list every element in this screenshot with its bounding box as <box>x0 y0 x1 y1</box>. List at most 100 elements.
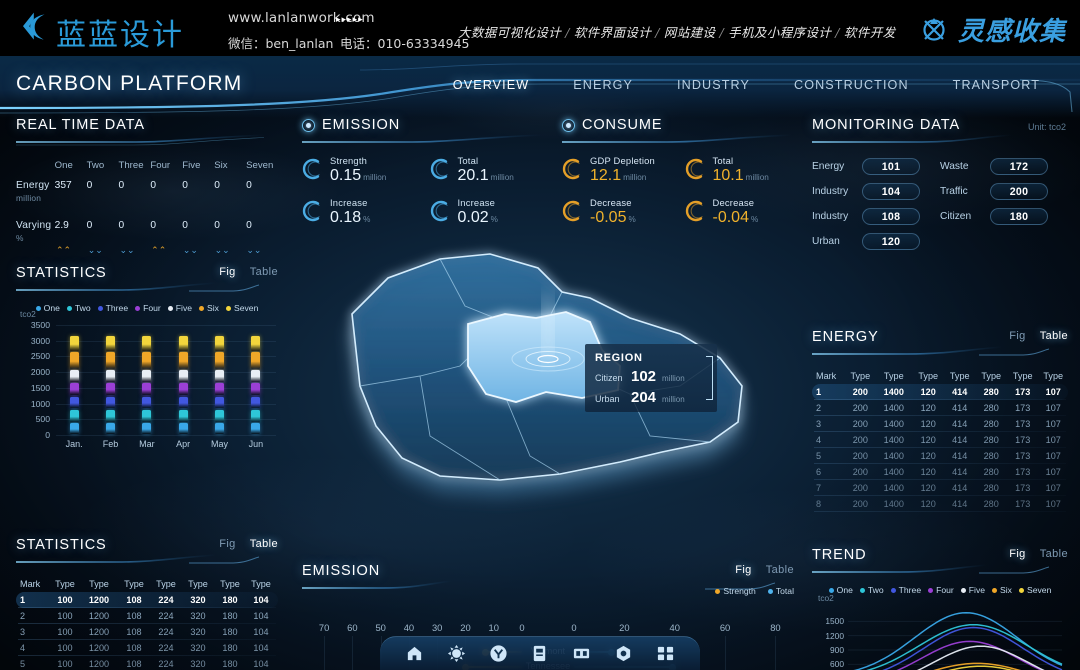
table-cell: 173 <box>1015 387 1031 397</box>
legend-item: Total <box>767 586 794 596</box>
target-icon[interactable] <box>489 644 508 663</box>
database-icon[interactable] <box>530 644 549 663</box>
statistics-legend: One Two Three Four Five Six Seven <box>16 303 278 313</box>
table-cell: 108 <box>126 627 142 637</box>
kpi-name: Total <box>712 155 734 166</box>
arrow-decor-icon: ▸▸▸▸▸ <box>336 14 364 24</box>
bar-segment-five <box>69 370 79 382</box>
legend-label: Three <box>898 585 922 595</box>
trend-down-icon: ⌄⌄ <box>214 245 230 255</box>
table-cell: 100 <box>57 627 73 637</box>
nav-item-overview[interactable]: OVERVIEW <box>452 78 530 92</box>
kpi-text: Decrease -0.04% <box>713 198 759 227</box>
bar-segment-two <box>142 409 152 422</box>
table-row[interactable]: 5 200 1400 120 414 280 173 107 <box>812 448 1068 464</box>
table-row[interactable]: 4 100 1200 108 224 320 180 104 <box>16 640 278 656</box>
nav-item-construction[interactable]: CONSTRUCTION <box>794 78 909 92</box>
table-row[interactable]: 8 200 1400 120 414 280 173 107 <box>812 496 1068 512</box>
settings-gear-icon[interactable] <box>447 644 466 663</box>
tab-table[interactable]: Table <box>1039 548 1068 560</box>
data-cell: 0 <box>118 220 125 231</box>
tab-fig[interactable]: Fig <box>735 564 752 576</box>
table-row[interactable]: 2 100 1200 108 224 320 180 104 <box>16 608 278 624</box>
kpi-value: 12.1 million <box>590 166 647 184</box>
brand-phone: 电话：010-63334945 <box>340 36 470 51</box>
tab-fig[interactable]: Fig <box>1009 548 1026 560</box>
table-row[interactable]: 4 200 1400 120 414 280 173 107 <box>812 432 1068 448</box>
table-cell: 1200 <box>88 643 110 653</box>
legend-dot <box>928 587 934 593</box>
table-row[interactable]: 3 200 1400 120 414 280 173 107 <box>812 416 1068 432</box>
legend-label: Six <box>1000 585 1012 595</box>
monitoring-col-left: Energy 101 Industry 104 Industry 108 Urban 120 <box>812 158 940 258</box>
column-header: Mark <box>20 579 41 589</box>
kpi-name: Increase <box>457 197 496 208</box>
table-row[interactable]: 7 200 1400 120 414 280 173 107 <box>812 480 1068 496</box>
home-icon[interactable] <box>405 644 424 663</box>
table-cell: 3 <box>816 419 822 429</box>
kpi-item: Total 10.1 million <box>685 156 808 185</box>
bar-column <box>106 336 115 435</box>
monitoring-row: Industry 108 <box>812 208 940 225</box>
nav-item-transport[interactable]: TRANSPORT <box>952 78 1040 92</box>
bar-segment-four <box>106 383 115 396</box>
statistics-table: Mark Type Type Type Type Type Type Type 1 100 1200… <box>16 576 278 670</box>
chart-icon[interactable] <box>572 644 591 663</box>
y-axis-tick: 500 <box>35 414 50 425</box>
service-item: 软件开发 <box>843 25 896 40</box>
hexagon-icon[interactable] <box>614 644 633 663</box>
bar-segment-three <box>142 396 152 409</box>
tooltip-unit: million <box>662 395 685 404</box>
legend-label: One <box>43 303 60 313</box>
trend-down-icon: ⌄⌄ <box>119 245 135 255</box>
table-cell: 2 <box>20 611 26 621</box>
tab-table[interactable]: Table <box>1039 330 1068 342</box>
tab-table[interactable]: Table <box>249 266 278 278</box>
title-underline-decor <box>16 554 216 563</box>
table-cell: 107 <box>1045 451 1061 461</box>
right-axis-tick: 60 <box>719 622 731 633</box>
column-header: Three <box>118 160 144 171</box>
bar-segment-three <box>251 396 261 409</box>
table-row[interactable]: 5 100 1200 108 224 320 180 104 <box>16 656 278 670</box>
tab-fig[interactable]: Fig <box>1009 330 1026 342</box>
table-row[interactable]: 2 200 1400 120 414 280 173 107 <box>812 400 1068 416</box>
table-row[interactable]: 3 100 1200 108 224 320 180 104 <box>16 624 278 640</box>
table-row[interactable]: 6 200 1400 120 414 280 173 107 <box>812 464 1068 480</box>
statistics-chart-title: STATISTICS <box>16 265 107 281</box>
nav-item-industry[interactable]: INDUSTRY <box>677 78 750 92</box>
monitoring-label: Traffic <box>940 186 968 197</box>
tab-fig[interactable]: Fig <box>219 266 236 278</box>
grid-apps-icon[interactable] <box>656 644 675 663</box>
tooltip-unit: million <box>662 374 685 383</box>
monitoring-row: Industry 104 <box>812 183 940 200</box>
consume-title: CONSUME <box>582 117 663 133</box>
title-underline-decor <box>16 134 266 146</box>
kpi-name: Total <box>457 155 479 166</box>
tab-fig[interactable]: Fig <box>219 538 236 550</box>
legend-label: Seven <box>1026 585 1052 595</box>
table-cell: 107 <box>1045 483 1061 493</box>
tab-table[interactable]: Table <box>249 538 278 550</box>
legend-dot <box>97 305 103 311</box>
nav-item-energy[interactable]: ENERGY <box>573 78 634 92</box>
table-cell: 173 <box>1015 467 1031 477</box>
table-row[interactable]: 1 200 1400 120 414 280 173 107 <box>812 384 1068 400</box>
kpi-text: Increase 0.18% <box>330 198 370 227</box>
table-cell: 200 <box>852 451 868 461</box>
table-cell: 280 <box>983 451 999 461</box>
table-cell: 224 <box>158 611 174 621</box>
tooltip-title: REGION <box>595 352 643 364</box>
grid-line <box>56 372 276 374</box>
bar-segment-seven <box>215 336 224 351</box>
panel-statistics-chart: STATISTICS Fig Table One Two Three Four Five… <box>16 264 278 451</box>
monitoring-unit-note: Unit: tco2 <box>1027 122 1066 132</box>
table-row[interactable]: 1 100 1200 108 224 320 180 104 <box>16 592 278 608</box>
table-cell: 200 <box>852 499 868 509</box>
tab-table[interactable]: Table <box>765 564 794 576</box>
legend-item: Three <box>890 585 922 595</box>
y-axis-tick: 3500 <box>30 320 50 330</box>
bar-segment-five <box>178 370 188 382</box>
table-cell: 1 <box>816 387 822 397</box>
